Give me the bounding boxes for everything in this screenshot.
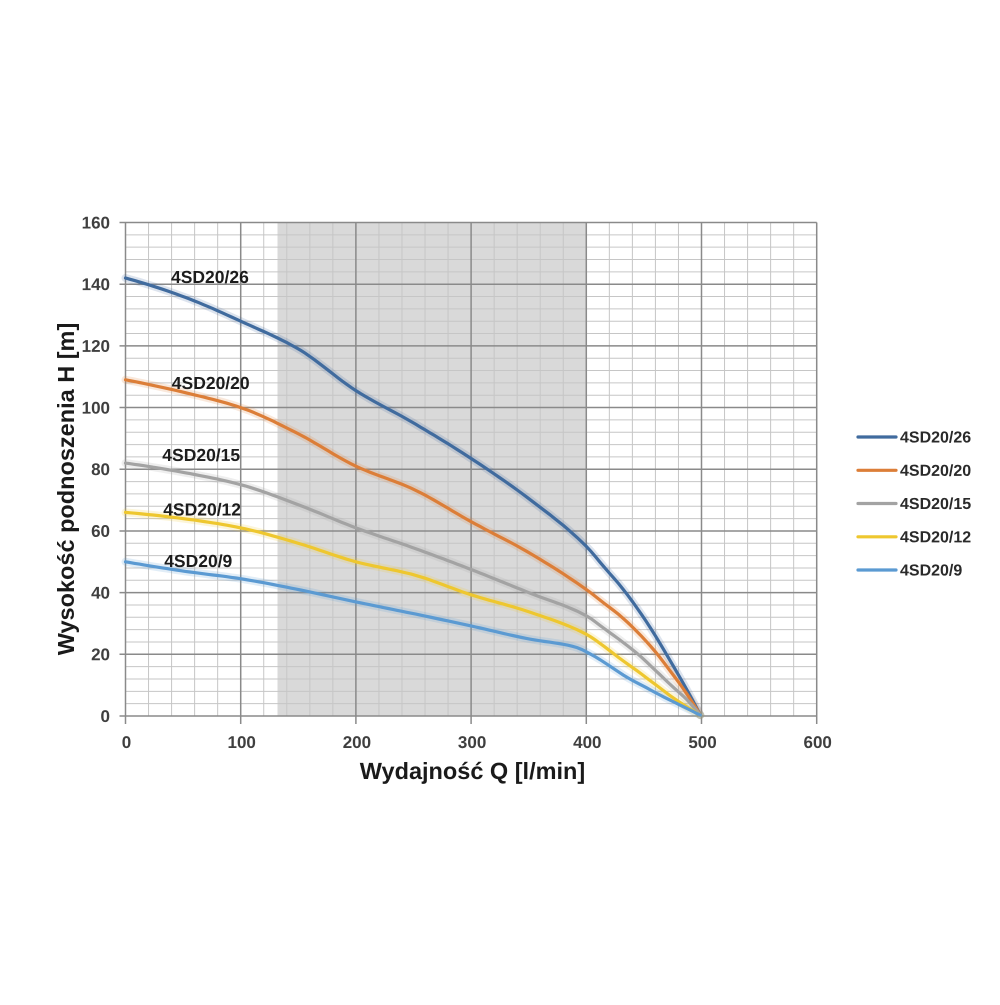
svg-text:0: 0 bbox=[101, 707, 110, 726]
svg-text:400: 400 bbox=[573, 733, 601, 752]
svg-text:4SD20/9: 4SD20/9 bbox=[900, 563, 962, 580]
svg-text:200: 200 bbox=[343, 733, 371, 752]
svg-text:4SD20/12: 4SD20/12 bbox=[900, 529, 971, 546]
svg-text:500: 500 bbox=[688, 733, 716, 752]
svg-text:4SD20/20: 4SD20/20 bbox=[172, 373, 250, 393]
svg-text:40: 40 bbox=[91, 584, 110, 603]
svg-text:4SD20/26: 4SD20/26 bbox=[171, 267, 249, 287]
svg-text:600: 600 bbox=[804, 733, 832, 752]
svg-text:4SD20/15: 4SD20/15 bbox=[900, 496, 971, 513]
svg-text:4SD20/9: 4SD20/9 bbox=[164, 551, 232, 571]
svg-text:4SD20/20: 4SD20/20 bbox=[900, 463, 971, 480]
svg-text:0: 0 bbox=[122, 733, 131, 752]
svg-text:120: 120 bbox=[82, 337, 110, 356]
svg-text:4SD20/12: 4SD20/12 bbox=[163, 500, 241, 520]
svg-text:100: 100 bbox=[228, 733, 256, 752]
svg-text:20: 20 bbox=[91, 645, 110, 664]
svg-text:Wydajność Q [l/min]: Wydajność Q [l/min] bbox=[360, 758, 585, 784]
svg-text:4SD20/26: 4SD20/26 bbox=[900, 430, 971, 447]
svg-text:80: 80 bbox=[91, 460, 110, 479]
svg-text:140: 140 bbox=[82, 275, 110, 294]
svg-text:60: 60 bbox=[91, 522, 110, 541]
svg-text:4SD20/15: 4SD20/15 bbox=[162, 445, 240, 465]
svg-text:Wysokość podnoszenia H [m]: Wysokość podnoszenia H [m] bbox=[53, 323, 79, 656]
svg-text:100: 100 bbox=[82, 399, 110, 418]
svg-text:300: 300 bbox=[458, 733, 486, 752]
svg-text:160: 160 bbox=[82, 213, 110, 232]
